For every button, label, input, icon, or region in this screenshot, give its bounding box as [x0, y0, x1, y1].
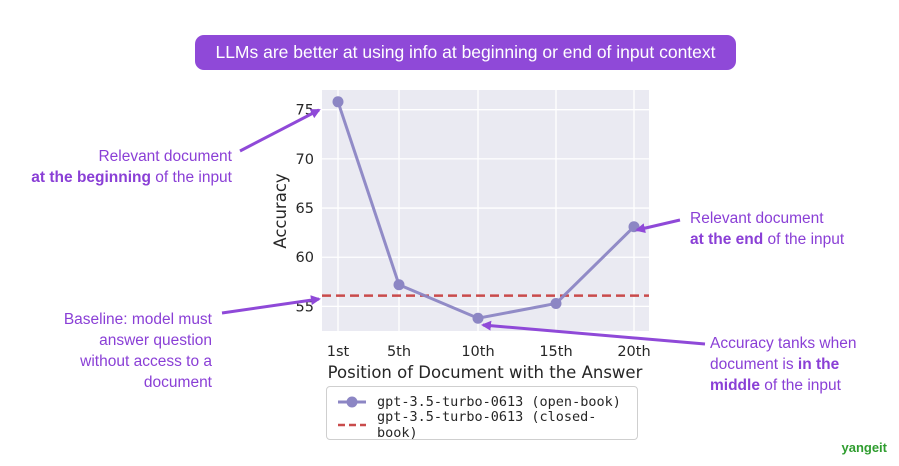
- y-tick-label-55: 55: [296, 299, 314, 315]
- x-tick-label-15th: 15th: [539, 344, 572, 360]
- x-tick-label-1st: 1st: [327, 344, 350, 360]
- annotation-beginning-line1: Relevant document: [98, 148, 232, 165]
- y-tick-label-70: 70: [296, 152, 314, 168]
- arrow-middle: [481, 320, 706, 346]
- annotation-middle-bold2: middle: [710, 377, 760, 394]
- plot-area: [322, 90, 649, 331]
- annotation-beginning-bold: at the beginning: [31, 169, 151, 186]
- y-tick-label-60: 60: [296, 250, 314, 266]
- legend-swatch-open-book: [338, 396, 366, 408]
- annotation-middle-line1: Accuracy tanks when: [710, 335, 857, 352]
- point-open-book-1st: [332, 96, 344, 108]
- point-open-book-10th: [472, 312, 484, 324]
- brand-logo-text: yangeit: [841, 440, 887, 455]
- legend-label-closed-book: gpt-3.5-turbo-0613 (closed-book): [376, 409, 597, 441]
- x-tick-label-20th: 20th: [617, 344, 650, 360]
- legend-swatch-closed-book: [338, 423, 366, 427]
- y-tick-label-65: 65: [296, 201, 314, 217]
- annotation-middle: Accuracy tanks when document is in the m…: [710, 333, 895, 396]
- x-axis-label: Position of Document with the Answer: [328, 363, 643, 382]
- arrow-end: [635, 218, 681, 234]
- y-axis-label: Accuracy: [271, 173, 290, 249]
- title-banner: LLMs are better at using info at beginni…: [195, 35, 736, 70]
- legend-item-open-book: gpt-3.5-turbo-0613 (open-book): [337, 391, 621, 413]
- legend-item-closed-book: gpt-3.5-turbo-0613 (closed-book): [337, 409, 637, 441]
- point-open-book-15th: [550, 297, 562, 309]
- annotation-baseline-line1: Baseline: model must: [63, 311, 212, 328]
- annotation-baseline-line4: document: [143, 374, 212, 391]
- point-open-book-5th: [393, 279, 405, 291]
- banner-text: LLMs are better at using info at beginni…: [215, 42, 716, 62]
- series: [322, 96, 649, 324]
- arrow-beginning: [239, 108, 321, 153]
- annotation-middle-bold1: in the: [797, 356, 840, 373]
- x-ticks: 1st 5th 10th 15th 20th: [327, 344, 651, 360]
- grid: [322, 90, 649, 331]
- annotation-end: Relevant document at the end of the inpu…: [690, 208, 890, 250]
- legend: gpt-3.5-turbo-0613 (open-book) gpt-3.5-t…: [326, 386, 638, 441]
- annotation-baseline: Baseline: model must answer question wit…: [0, 309, 212, 393]
- annotation-end-line1: Relevant document: [690, 210, 824, 227]
- annotation-end-bold: at the end: [690, 231, 764, 248]
- annotation-end-rest: of the input: [763, 231, 845, 248]
- annotation-middle-rest: of the input: [759, 377, 841, 394]
- legend-label-open-book: gpt-3.5-turbo-0613 (open-book): [377, 394, 621, 410]
- annotation-baseline-line3: without access to a: [80, 353, 212, 370]
- annotation-middle-line2-pre: document is: [710, 356, 798, 373]
- arrow-baseline: [221, 295, 321, 315]
- x-tick-label-5th: 5th: [387, 344, 411, 360]
- x-tick-label-10th: 10th: [461, 344, 494, 360]
- annotation-baseline-line2: answer question: [99, 332, 212, 349]
- annotation-beginning: Relevant document at the beginning of th…: [0, 146, 232, 188]
- annotation-beginning-rest: of the input: [150, 169, 232, 186]
